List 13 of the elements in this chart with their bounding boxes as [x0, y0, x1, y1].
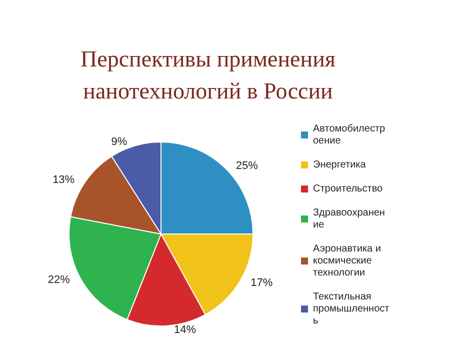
data-label: 22% [48, 274, 70, 286]
data-label: 14% [174, 324, 196, 336]
legend-label: Автомобилестроение [313, 124, 386, 146]
legend-label: Строительство [313, 184, 384, 194]
data-label: 25% [236, 160, 258, 172]
data-label: 17% [250, 276, 273, 289]
data-label: 9% [111, 136, 128, 148]
legend-label: Аэронавтика и космические технологии [313, 244, 384, 278]
legend-label: Энергетика [313, 160, 366, 170]
data-label: 13% [52, 174, 75, 186]
legend-label: Здравоохранение [313, 208, 385, 230]
chart-title: Перспективы применения нанотехнологий в России [80, 46, 336, 104]
legend-label: Текстильная промышленность [313, 292, 390, 326]
